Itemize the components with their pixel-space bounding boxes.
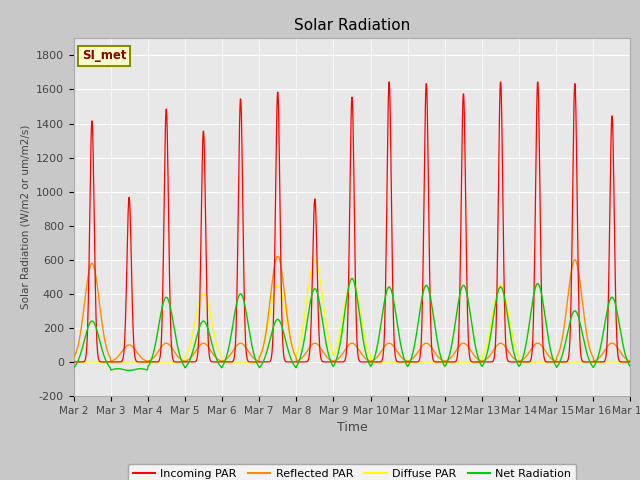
Title: Solar Radiation: Solar Radiation xyxy=(294,18,410,33)
Legend: Incoming PAR, Reflected PAR, Diffuse PAR, Net Radiation: Incoming PAR, Reflected PAR, Diffuse PAR… xyxy=(128,464,576,480)
Y-axis label: Solar Radiation (W/m2 or um/m2/s): Solar Radiation (W/m2 or um/m2/s) xyxy=(20,125,30,310)
X-axis label: Time: Time xyxy=(337,421,367,434)
Text: SI_met: SI_met xyxy=(82,49,127,62)
